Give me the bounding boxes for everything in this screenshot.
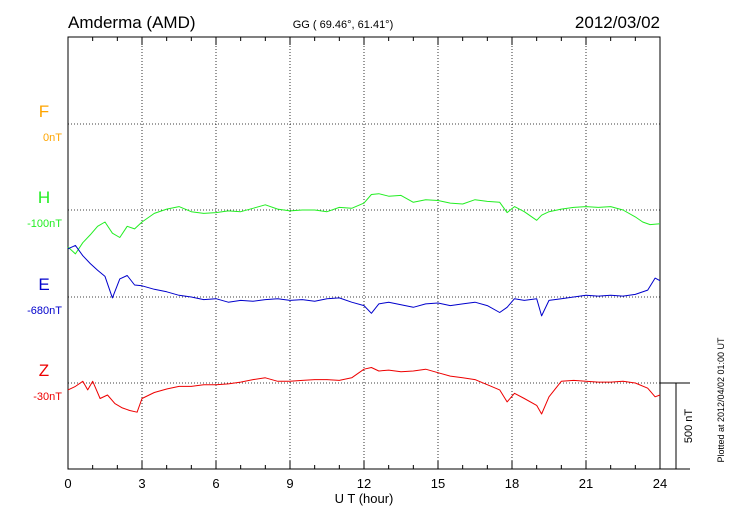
x-axis-tick-labels: 0 3 6 9 12 15 18 21 24 (64, 476, 667, 491)
chart-date: 2012/03/02 (575, 13, 660, 32)
plotted-at-note: Plotted at 2012/04/02 01:00 UT (716, 337, 726, 463)
series-line-E (67, 244, 661, 317)
series-baseline-E: -680nT (27, 305, 62, 317)
series-line-Z (67, 367, 661, 415)
scale-bar: 500 nT (660, 382, 695, 470)
station-title: Amderma (AMD) (68, 13, 196, 32)
tick-label-6: 6 (212, 476, 219, 491)
series-line-H (67, 193, 661, 255)
tick-label-12: 12 (357, 476, 371, 491)
series-baseline-Z: -30nT (33, 391, 62, 403)
series-lines (67, 193, 661, 415)
series-name-Z: Z (39, 361, 49, 380)
station-coordinates: GG ( 69.46°, 61.41°) (293, 19, 394, 31)
tick-label-24: 24 (653, 476, 667, 491)
scale-bar-label: 500 nT (683, 409, 695, 444)
tick-label-15: 15 (431, 476, 445, 491)
series-baseline-F: 0nT (43, 132, 62, 144)
tick-label-0: 0 (64, 476, 71, 491)
series-name-F: F (39, 102, 49, 121)
series-name-H: H (38, 188, 50, 207)
tick-label-3: 3 (138, 476, 145, 491)
series-labels: F 0nT H -100nT E -680nT Z -30nT (27, 102, 62, 403)
tick-label-9: 9 (286, 476, 293, 491)
x-axis-label: U T (hour) (335, 491, 394, 506)
vertical-gridlines (141, 37, 587, 469)
series-baseline-H: -100nT (27, 218, 62, 230)
series-name-E: E (38, 275, 49, 294)
tick-label-18: 18 (505, 476, 519, 491)
tick-label-21: 21 (579, 476, 593, 491)
x-axis-ticks (67, 37, 661, 469)
